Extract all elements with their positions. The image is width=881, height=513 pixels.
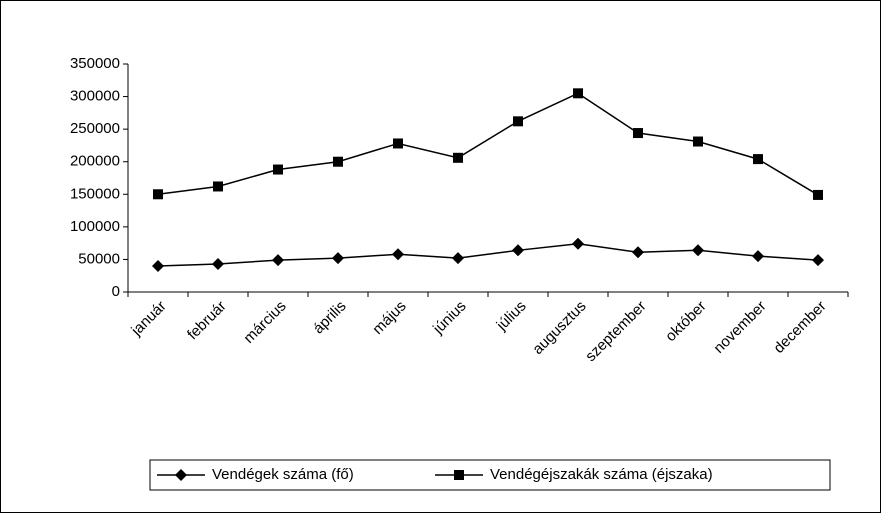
legend-label: Vendégéjszakák száma (éjszaka) bbox=[490, 466, 713, 483]
marker-square bbox=[153, 189, 163, 200]
marker-square bbox=[333, 156, 343, 167]
y-tick-label: 250000 bbox=[70, 120, 120, 137]
marker-diamond bbox=[692, 244, 704, 257]
y-tick-label: 200000 bbox=[70, 153, 120, 170]
marker-square bbox=[693, 136, 703, 147]
y-tick-label: 350000 bbox=[70, 55, 120, 72]
series-line bbox=[157, 243, 819, 267]
y-tick-label: 100000 bbox=[70, 218, 120, 235]
marker-square bbox=[513, 116, 523, 127]
y-tick-label: 150000 bbox=[70, 185, 120, 202]
marker-diamond bbox=[512, 244, 524, 257]
y-tick-label: 300000 bbox=[70, 88, 120, 105]
marker-square bbox=[273, 164, 283, 175]
marker-square bbox=[393, 138, 403, 149]
marker-square bbox=[633, 128, 643, 139]
marker-square bbox=[573, 88, 583, 99]
y-tick-label: 0 bbox=[112, 283, 120, 300]
series-line bbox=[157, 92, 819, 196]
marker-diamond bbox=[212, 257, 224, 270]
marker-diamond bbox=[272, 254, 284, 267]
marker-diamond bbox=[812, 254, 824, 267]
marker-square bbox=[753, 154, 763, 165]
marker-diamond bbox=[752, 250, 764, 263]
legend-label: Vendégek száma (fő) bbox=[212, 466, 354, 483]
marker-square bbox=[813, 189, 823, 200]
marker-diamond bbox=[175, 469, 187, 481]
marker-diamond bbox=[392, 248, 404, 261]
legend-box bbox=[149, 459, 831, 491]
marker-diamond bbox=[632, 246, 644, 259]
marker-diamond bbox=[152, 259, 164, 272]
marker-diamond bbox=[572, 237, 584, 250]
y-tick-label: 50000 bbox=[78, 250, 120, 267]
marker-square bbox=[454, 470, 464, 480]
marker-diamond bbox=[452, 252, 464, 265]
marker-diamond bbox=[332, 252, 344, 265]
marker-square bbox=[213, 181, 223, 192]
marker-square bbox=[453, 152, 463, 163]
